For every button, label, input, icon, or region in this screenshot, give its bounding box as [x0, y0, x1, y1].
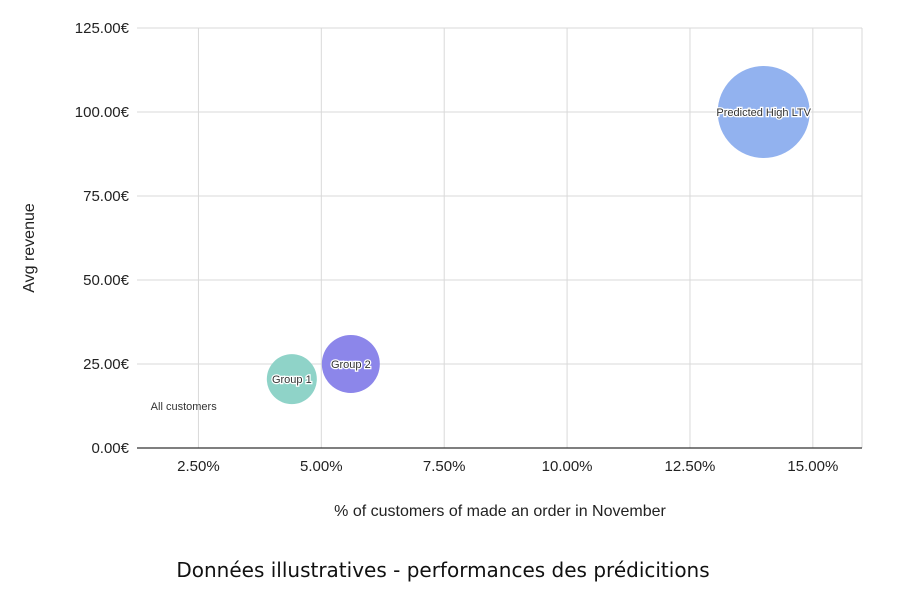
x-tick-label: 7.50% [423, 458, 466, 475]
bubble-label: Group 1 [272, 374, 312, 386]
grid-lines [137, 27, 863, 448]
y-tick-label: 125.00€ [75, 20, 130, 37]
bubble-chart: 0.00€ 25.00€ 50.00€ 75.00€ 100.00€ 125.00€ 2.… [21, 20, 863, 520]
chart-caption: Données illustratives - performances des… [176, 558, 710, 582]
y-axis-ticks: 0.00€ 25.00€ 50.00€ 75.00€ 100.00€ 125.00€ [75, 20, 130, 457]
y-tick-label: 25.00€ [83, 356, 130, 373]
y-tick-label: 100.00€ [75, 104, 130, 121]
bubble [321, 335, 380, 393]
bubble-label: Group 2 [331, 359, 371, 371]
x-tick-label: 15.00% [787, 458, 838, 475]
x-axis-title: % of customers of made an order in Novem… [334, 503, 666, 520]
bubbles: All customers Group 1 Group 2 Predicted Hig… [151, 66, 813, 413]
bubble [717, 66, 810, 158]
x-tick-label: 2.50% [177, 458, 220, 475]
bubble-label: All customers [151, 401, 218, 413]
x-axis-ticks: 2.50% 5.00% 7.50% 10.00% 12.50% 15.00% [177, 458, 838, 475]
y-tick-label: 50.00€ [83, 272, 130, 289]
bubble [266, 354, 317, 405]
x-tick-label: 12.50% [665, 458, 716, 475]
y-axis-title: Avg revenue [21, 203, 38, 293]
y-tick-label: 0.00€ [91, 440, 129, 457]
x-tick-label: 10.00% [542, 458, 593, 475]
bubble-label: Predicted High LTV [716, 107, 811, 119]
x-tick-label: 5.00% [300, 458, 343, 475]
y-tick-label: 75.00€ [83, 188, 130, 205]
